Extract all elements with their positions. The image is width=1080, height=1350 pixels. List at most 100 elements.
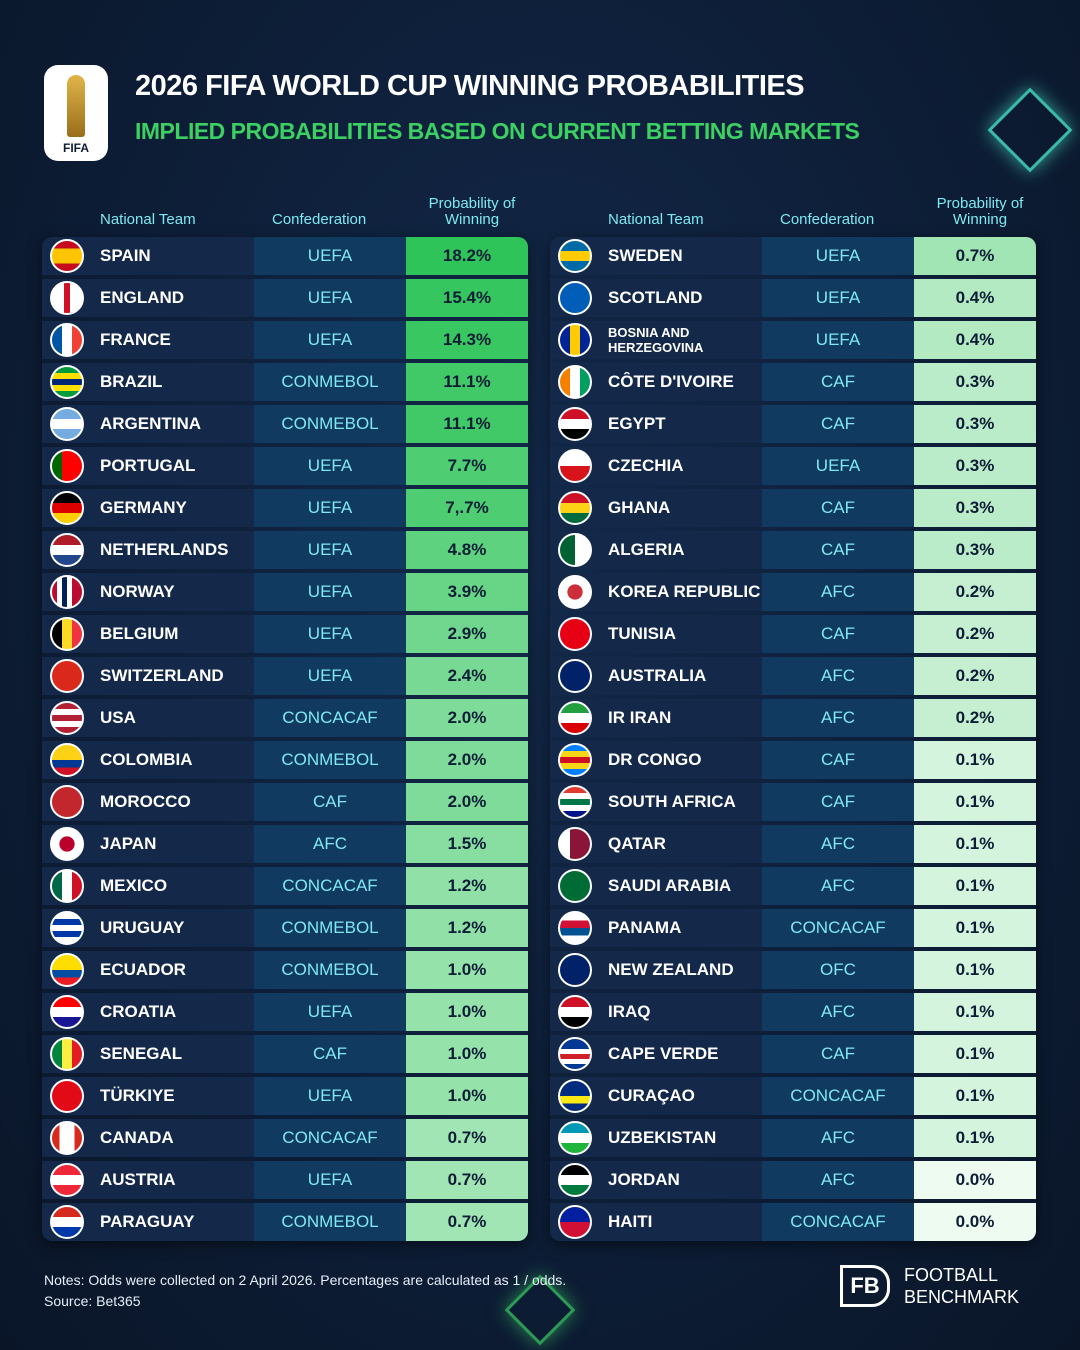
probability: 2.4%: [406, 657, 528, 695]
probability: 0.7%: [914, 237, 1036, 275]
team-name: NETHERLANDS: [100, 540, 229, 559]
flag-icon: [50, 701, 84, 735]
table-row: BRAZIL CONMEBOL 11.1%: [42, 363, 528, 401]
flag-icon: [50, 995, 84, 1029]
flag-cell: [42, 281, 92, 315]
table-row: URUGUAY CONMEBOL 1.2%: [42, 909, 528, 947]
probability: 0.2%: [914, 573, 1036, 611]
team-name: PORTUGAL: [100, 456, 196, 475]
flag-icon: [50, 1079, 84, 1113]
team-name: CÔTE D'IVOIRE: [608, 372, 734, 391]
table-row: IR IRAN AFC 0.2%: [550, 699, 1036, 737]
confederation: UEFA: [254, 573, 406, 611]
team-name: PARAGUAY: [100, 1212, 195, 1231]
probability: 0.1%: [914, 825, 1036, 863]
probability: 1.5%: [406, 825, 528, 863]
confederation: CONMEBOL: [254, 951, 406, 989]
confederation: CONCACAF: [254, 699, 406, 737]
team-name: ECUADOR: [100, 960, 186, 979]
flag-cell: [42, 1121, 92, 1155]
flag-icon: [50, 575, 84, 609]
probability: 1.0%: [406, 1035, 528, 1073]
flag-icon: [558, 995, 592, 1029]
flag-icon: [50, 869, 84, 903]
probability: 0.4%: [914, 321, 1036, 359]
team-name: SAUDI ARABIA: [608, 876, 732, 895]
probability: 0.2%: [914, 699, 1036, 737]
confederation: UEFA: [762, 279, 914, 317]
table-row: MEXICO CONCACAF 1.2%: [42, 867, 528, 905]
probability: 2.0%: [406, 783, 528, 821]
table-row: BELGIUM UEFA 2.9%: [42, 615, 528, 653]
flag-cell: [42, 995, 92, 1029]
flag-icon: [50, 1037, 84, 1071]
confederation: CONCACAF: [762, 909, 914, 947]
team-name: KOREA REPUBLIC: [608, 582, 761, 601]
probability: 1.2%: [406, 909, 528, 947]
table-row: HAITI CONCACAF 0.0%: [550, 1203, 1036, 1241]
probability: 18.2%: [406, 237, 528, 275]
table-row: COLOMBIA CONMEBOL 2.0%: [42, 741, 528, 779]
confederation: UEFA: [254, 1161, 406, 1199]
confederation: AFC: [762, 993, 914, 1031]
flag-icon: [50, 785, 84, 819]
flag-icon: [50, 407, 84, 441]
confederation: AFC: [762, 699, 914, 737]
probability: 0.0%: [914, 1161, 1036, 1199]
brand-name-line2: BENCHMARK: [904, 1287, 1020, 1307]
confederation: CONMEBOL: [254, 1203, 406, 1241]
team-name: BRAZIL: [100, 372, 163, 391]
table-row: PORTUGAL UEFA 7.7%: [42, 447, 528, 485]
probability: 0.1%: [914, 909, 1036, 947]
table-row: ENGLAND UEFA 15.4%: [42, 279, 528, 317]
flag-cell: [42, 869, 92, 903]
flag-cell: [550, 1037, 600, 1071]
table-body: SWEDEN UEFA 0.7% SCOTLAND UEFA 0.4% BOSNIA AND…: [550, 237, 1036, 1241]
flag-cell: [550, 785, 600, 819]
flag-cell: [550, 659, 600, 693]
flag-cell: [42, 239, 92, 273]
flag-icon: [558, 1037, 592, 1071]
flag-cell: [42, 575, 92, 609]
team-name: CAPE VERDE: [608, 1044, 719, 1063]
flag-cell: [550, 365, 600, 399]
flag-icon: [50, 1121, 84, 1155]
column-header-probability: Probability of Winning: [428, 195, 516, 228]
probability: 2.0%: [406, 699, 528, 737]
probability: 0.3%: [914, 447, 1036, 485]
table-row: MOROCCO CAF 2.0%: [42, 783, 528, 821]
column-header-team: National Team: [608, 211, 704, 228]
column-header-confederation: Confederation: [272, 211, 367, 228]
table-row: EGYPT CAF 0.3%: [550, 405, 1036, 443]
flag-cell: [550, 281, 600, 315]
flag-cell: [42, 533, 92, 567]
flag-cell: [550, 743, 600, 777]
football-benchmark-logo: FB FOOTBALL BENCHMARK: [840, 1264, 1019, 1308]
table-row: AUSTRIA UEFA 0.7%: [42, 1161, 528, 1199]
flag-icon: [50, 827, 84, 861]
flag-icon: [558, 365, 592, 399]
flag-icon: [558, 449, 592, 483]
probability: 2.9%: [406, 615, 528, 653]
team-name: JAPAN: [100, 834, 157, 853]
table-row: PARAGUAY CONMEBOL 0.7%: [42, 1203, 528, 1241]
flag-cell: [42, 491, 92, 525]
team-name: CANADA: [100, 1128, 174, 1147]
table-row: SPAIN UEFA 18.2%: [42, 237, 528, 275]
page-subtitle: IMPLIED PROBABILITIES BASED ON CURRENT B…: [135, 118, 860, 144]
table-row: USA CONCACAF 2.0%: [42, 699, 528, 737]
probability: 15.4%: [406, 279, 528, 317]
team-name: IRAQ: [608, 1002, 651, 1021]
probability: 0.1%: [914, 993, 1036, 1031]
flag-cell: [550, 239, 600, 273]
flag-cell: [550, 701, 600, 735]
flag-cell: [550, 491, 600, 525]
page-title: 2026 FIFA WORLD CUP WINNING PROBABILITIE…: [135, 70, 805, 102]
table-row: TUNISIA CAF 0.2%: [550, 615, 1036, 653]
table-row: SAUDI ARABIA AFC 0.1%: [550, 867, 1036, 905]
confederation: CONMEBOL: [254, 363, 406, 401]
flag-icon: [50, 323, 84, 357]
flag-icon: [50, 911, 84, 945]
table-row: SWITZERLAND UEFA 2.4%: [42, 657, 528, 695]
flag-cell: [550, 575, 600, 609]
